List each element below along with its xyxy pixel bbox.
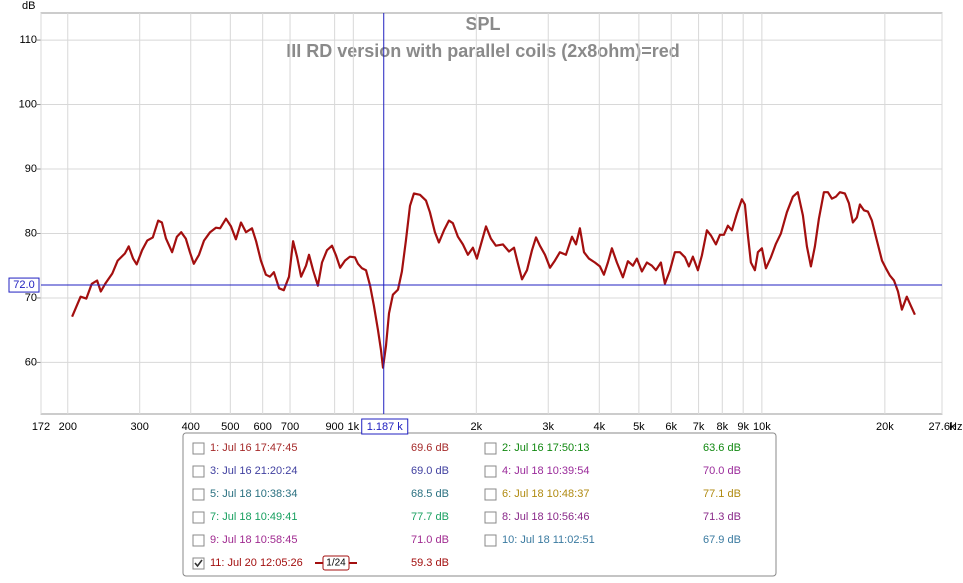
x-tick-label: 200	[59, 421, 77, 433]
measurement-readout: 68.5 dB	[411, 488, 449, 500]
cursor-y-box	[8, 277, 40, 293]
measurement-name[interactable]: 10: Jul 18 11:02:51	[502, 534, 595, 546]
checkbox[interactable]	[484, 442, 497, 455]
y-unit: dB	[22, 0, 35, 12]
measurement-name[interactable]: 9: Jul 18 10:58:45	[210, 534, 297, 546]
checkmark	[194, 559, 203, 568]
measurement-readout: 77.1 dB	[703, 488, 741, 500]
y-tick-label: 70	[25, 292, 37, 304]
x-tick-label: 1k	[348, 421, 360, 433]
plot-frame	[40, 12, 943, 415]
measurement-readout: 77.7 dB	[411, 511, 449, 523]
smoothing-label: 1/24	[326, 558, 346, 569]
measurement-name[interactable]: 11: Jul 20 12:05:26	[210, 557, 303, 569]
cursor-y-label: 72.0	[13, 279, 34, 291]
measurement-readout: 67.9 dB	[703, 534, 741, 546]
measurement-readout: 70.0 dB	[703, 465, 741, 477]
x-tick-label: 5k	[633, 421, 645, 433]
chart-subtitle: III RD version with parallel coils (2x8o…	[286, 41, 680, 61]
measurement-name[interactable]: 6: Jul 18 10:48:37	[502, 488, 589, 500]
measurement-name[interactable]: 4: Jul 18 10:39:54	[502, 465, 589, 477]
x-tick-label: 600	[254, 421, 272, 433]
measurement-name[interactable]: 8: Jul 18 10:56:46	[502, 511, 589, 523]
checkbox[interactable]	[484, 488, 497, 501]
checkbox[interactable]	[484, 465, 497, 478]
legend-box	[182, 432, 777, 577]
cursor-x-label: 1.187 k	[367, 421, 404, 433]
x-tick-label: 2k	[470, 421, 482, 433]
measurement-readout: 59.3 dB	[411, 557, 449, 569]
measurement-name[interactable]: 1: Jul 16 17:47:45	[210, 442, 297, 454]
x-tick-label: 172	[32, 421, 50, 433]
cursor-x-box	[361, 418, 409, 435]
x-tick-label: 4k	[593, 421, 605, 433]
checkbox[interactable]	[484, 534, 497, 547]
measurement-readout: 63.6 dB	[703, 442, 741, 454]
checkbox[interactable]	[192, 442, 205, 455]
x-tick-label: 9k	[737, 421, 749, 433]
x-tick-label: 8k	[716, 421, 728, 433]
x-tick-label: 700	[281, 421, 299, 433]
x-tick-label: 3k	[542, 421, 554, 433]
y-tick-label: 100	[19, 98, 37, 110]
x-tick-label: 27.6k	[929, 421, 956, 433]
x-tick-label: 7k	[693, 421, 705, 433]
checkbox[interactable]	[192, 488, 205, 501]
chart-title: SPL	[465, 14, 500, 34]
x-tick-label: 20k	[876, 421, 894, 433]
y-tick-label: 80	[25, 227, 37, 239]
x-tick-label: 500	[221, 421, 239, 433]
measurement-readout: 71.3 dB	[703, 511, 741, 523]
measurement-readout: 69.0 dB	[411, 465, 449, 477]
y-tick-label: 110	[19, 34, 37, 46]
y-tick-label: 60	[25, 356, 37, 368]
measurement-name[interactable]: 3: Jul 16 21:20:24	[210, 465, 297, 477]
measurement-name[interactable]: 2: Jul 16 17:50:13	[502, 442, 589, 454]
x-tick-label: 10k	[753, 421, 771, 433]
x-tick-label: 6k	[665, 421, 677, 433]
x-unit: Hz	[949, 421, 962, 433]
measurement-name[interactable]: 7: Jul 18 10:49:41	[210, 511, 297, 523]
x-tick-label: 900	[325, 421, 343, 433]
checkbox[interactable]	[192, 534, 205, 547]
smoothing-box	[322, 555, 350, 571]
x-tick-label: 400	[182, 421, 200, 433]
checkbox[interactable]	[192, 465, 205, 478]
checkbox[interactable]	[192, 511, 205, 524]
measurement-name[interactable]: 5: Jul 18 10:38:34	[210, 488, 297, 500]
spl-line	[71, 191, 916, 369]
y-tick-label: 90	[25, 163, 37, 175]
checkbox[interactable]	[484, 511, 497, 524]
measurement-readout: 71.0 dB	[411, 534, 449, 546]
x-tick-label: 300	[131, 421, 149, 433]
measurement-readout: 69.6 dB	[411, 442, 449, 454]
